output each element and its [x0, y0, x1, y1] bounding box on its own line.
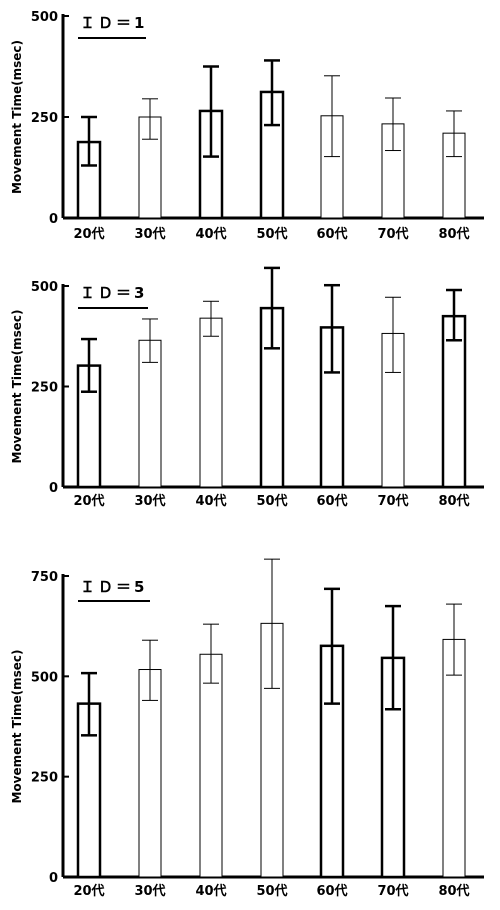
- x-tick-label: 50代: [256, 493, 287, 509]
- bar: [199, 317, 223, 488]
- x-tick-label: 80代: [438, 493, 469, 509]
- y-axis-label: Movement Time(msec): [10, 309, 24, 463]
- x-tick-label: 40代: [195, 226, 226, 242]
- panel-title: ＩＤ＝1: [80, 14, 147, 32]
- x-tick-label: 50代: [256, 226, 287, 242]
- y-tick-label: 750: [31, 570, 58, 585]
- x-tick-label: 40代: [195, 883, 226, 899]
- x-tick-label: 80代: [438, 226, 469, 242]
- y-tick-label: 500: [31, 10, 58, 25]
- x-tick-label: 30代: [134, 493, 165, 509]
- y-tick-label: 500: [31, 670, 58, 685]
- x-tick-label: 70代: [377, 493, 408, 509]
- y-tick-label: 250: [31, 381, 58, 396]
- y-axis-label: Movement Time(msec): [10, 649, 24, 803]
- x-tick-label: 60代: [316, 226, 347, 242]
- y-axis-label: Movement Time(msec): [10, 40, 24, 194]
- y-tick-label: 0: [49, 871, 58, 886]
- x-tick-label: 40代: [195, 493, 226, 509]
- bar: [199, 653, 223, 878]
- y-tick-label: 0: [49, 481, 58, 496]
- panel-title: ＩＤ＝3: [80, 284, 147, 302]
- x-tick-label: 20代: [73, 883, 104, 899]
- x-tick-label: 60代: [316, 883, 347, 899]
- x-tick-label: 30代: [134, 883, 165, 899]
- y-tick-label: 250: [31, 111, 58, 126]
- x-tick-label: 30代: [134, 226, 165, 242]
- panel-title: ＩＤ＝5: [80, 578, 147, 596]
- y-tick-label: 500: [31, 280, 58, 295]
- x-tick-label: 20代: [73, 493, 104, 509]
- x-tick-label: 70代: [377, 226, 408, 242]
- bar: [441, 314, 467, 489]
- y-tick-label: 250: [31, 771, 58, 786]
- x-tick-label: 70代: [377, 883, 408, 899]
- x-tick-label: 50代: [256, 883, 287, 899]
- y-tick-label: 0: [49, 212, 58, 227]
- x-tick-label: 80代: [438, 883, 469, 899]
- x-tick-label: 20代: [73, 226, 104, 242]
- x-tick-label: 60代: [316, 493, 347, 509]
